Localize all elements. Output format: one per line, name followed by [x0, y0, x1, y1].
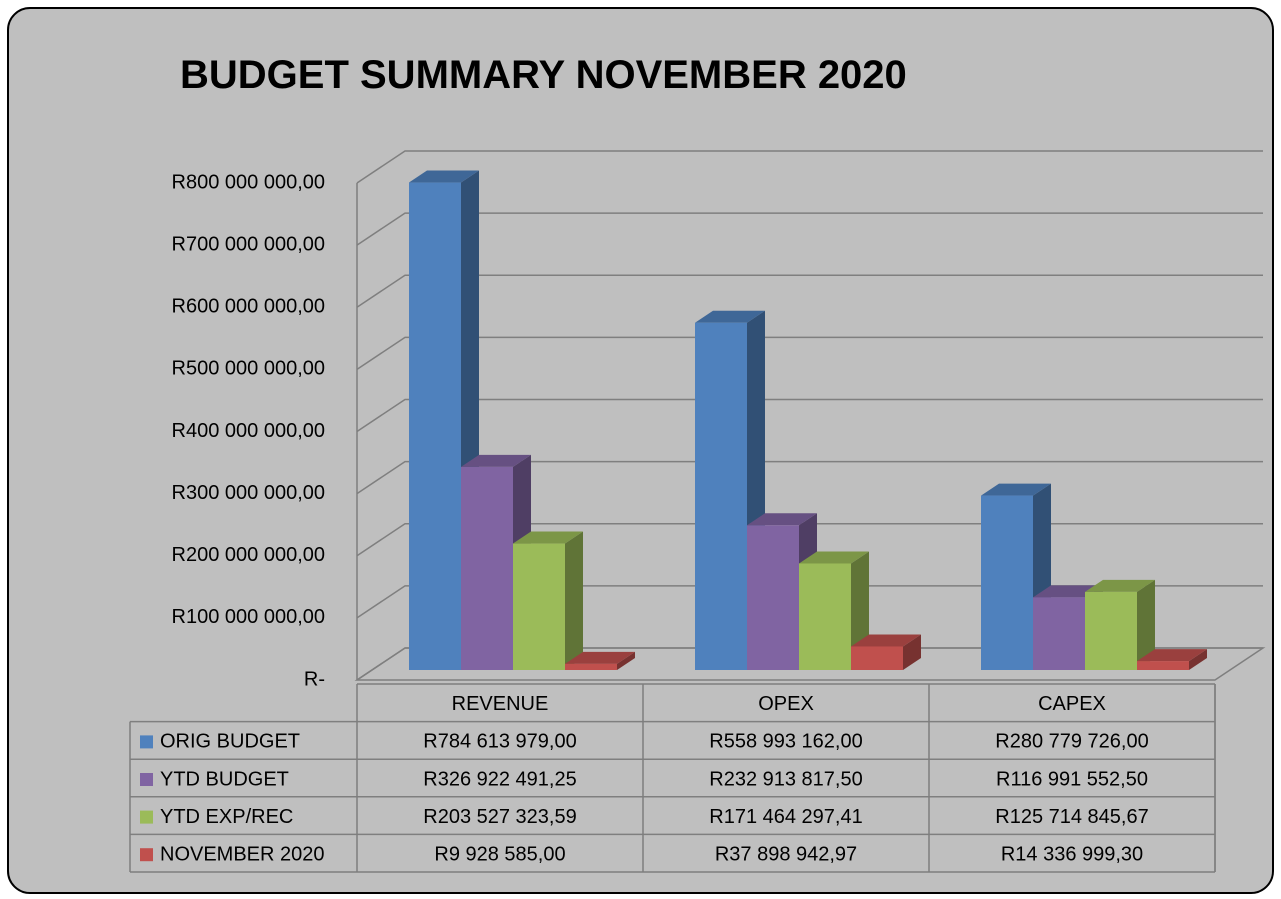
- y-tick-label: R800 000 000,00: [172, 171, 325, 193]
- grid-line: [356, 150, 1263, 184]
- legend-label: ORIG BUDGET: [160, 731, 300, 753]
- data-label: R171 464 297,41: [709, 806, 862, 828]
- y-tick-label: R200 000 000,00: [172, 544, 325, 566]
- y-tick-label: R-: [304, 668, 325, 690]
- bar-front: [851, 646, 903, 670]
- bar-front: [1033, 597, 1085, 670]
- bar-top: [1137, 649, 1207, 662]
- bar-top: [851, 634, 921, 647]
- bar-front: [409, 182, 461, 670]
- bar-top: [981, 483, 1051, 496]
- legend-swatch: [140, 810, 153, 824]
- grid-line: [356, 274, 1263, 308]
- bar: [851, 634, 921, 670]
- bar-side: [617, 651, 635, 670]
- grid-line: [356, 585, 1263, 619]
- bar-top: [747, 513, 817, 526]
- bar-front: [695, 322, 747, 670]
- x-tick-label: CAPEX: [1038, 693, 1106, 715]
- legend-swatch: [140, 735, 153, 749]
- y-tick-label: R400 000 000,00: [172, 420, 325, 442]
- grid-line: [356, 212, 1263, 246]
- bar: [513, 531, 583, 670]
- data-label: R203 527 323,59: [423, 806, 576, 828]
- grid-line: [356, 398, 1263, 433]
- data-label: R116 991 552,50: [996, 768, 1148, 790]
- chart-panel: [7, 7, 1274, 894]
- bar-front: [461, 466, 513, 670]
- bar-top: [1085, 579, 1155, 592]
- bar-top: [513, 531, 583, 544]
- bar-side: [903, 634, 921, 670]
- y-tick-label: R500 000 000,00: [172, 358, 325, 380]
- grid-line: [356, 523, 1263, 557]
- bar-front: [1137, 661, 1189, 670]
- bar-top: [461, 454, 531, 467]
- x-tick-label: OPEX: [758, 693, 814, 715]
- grid-line: [356, 460, 1263, 495]
- grid-line: [356, 336, 1263, 370]
- bar-top: [799, 551, 869, 564]
- bar-side: [1137, 579, 1155, 670]
- data-label: R9 928 585,00: [434, 843, 565, 865]
- data-label: R232 913 817,50: [709, 768, 862, 790]
- bar-front: [799, 563, 851, 670]
- x-tick-label: REVENUE: [452, 693, 549, 715]
- floor: [354, 647, 1266, 681]
- data-label: R125 714 845,67: [995, 806, 1148, 828]
- y-tick-label: R300 000 000,00: [172, 482, 325, 504]
- y-tick-label: R600 000 000,00: [172, 296, 325, 318]
- bar-front: [747, 525, 799, 670]
- bar-front: [981, 495, 1033, 670]
- bar-top: [565, 651, 635, 664]
- bar: [1137, 649, 1207, 670]
- chart-title: BUDGET SUMMARY NOVEMBER 2020: [180, 53, 907, 97]
- bar: [565, 651, 635, 670]
- data-label: R280 779 726,00: [995, 731, 1148, 753]
- legend-swatch: [140, 773, 153, 786]
- data-label: R784 613 979,00: [423, 731, 576, 753]
- data-label: R326 922 491,25: [423, 768, 576, 790]
- bar-side: [1189, 649, 1207, 670]
- bar-side: [565, 531, 583, 670]
- y-tick-label: R100 000 000,00: [172, 606, 325, 628]
- legend-label: NOVEMBER 2020: [160, 843, 325, 865]
- bar-front: [513, 543, 565, 670]
- y-tick-label: R700 000 000,00: [172, 233, 325, 255]
- data-label: R37 898 942,97: [715, 843, 857, 865]
- bar: [1085, 579, 1155, 670]
- legend-swatch: [140, 848, 153, 862]
- data-label: R14 336 999,30: [1001, 843, 1143, 865]
- legend-label: YTD EXP/REC: [160, 806, 293, 828]
- data-label: R558 993 162,00: [709, 731, 862, 753]
- bar-top: [409, 170, 479, 183]
- bar-front: [565, 663, 617, 670]
- legend-label: YTD BUDGET: [160, 768, 289, 790]
- bar-front: [1085, 591, 1137, 670]
- bar-top: [695, 310, 765, 323]
